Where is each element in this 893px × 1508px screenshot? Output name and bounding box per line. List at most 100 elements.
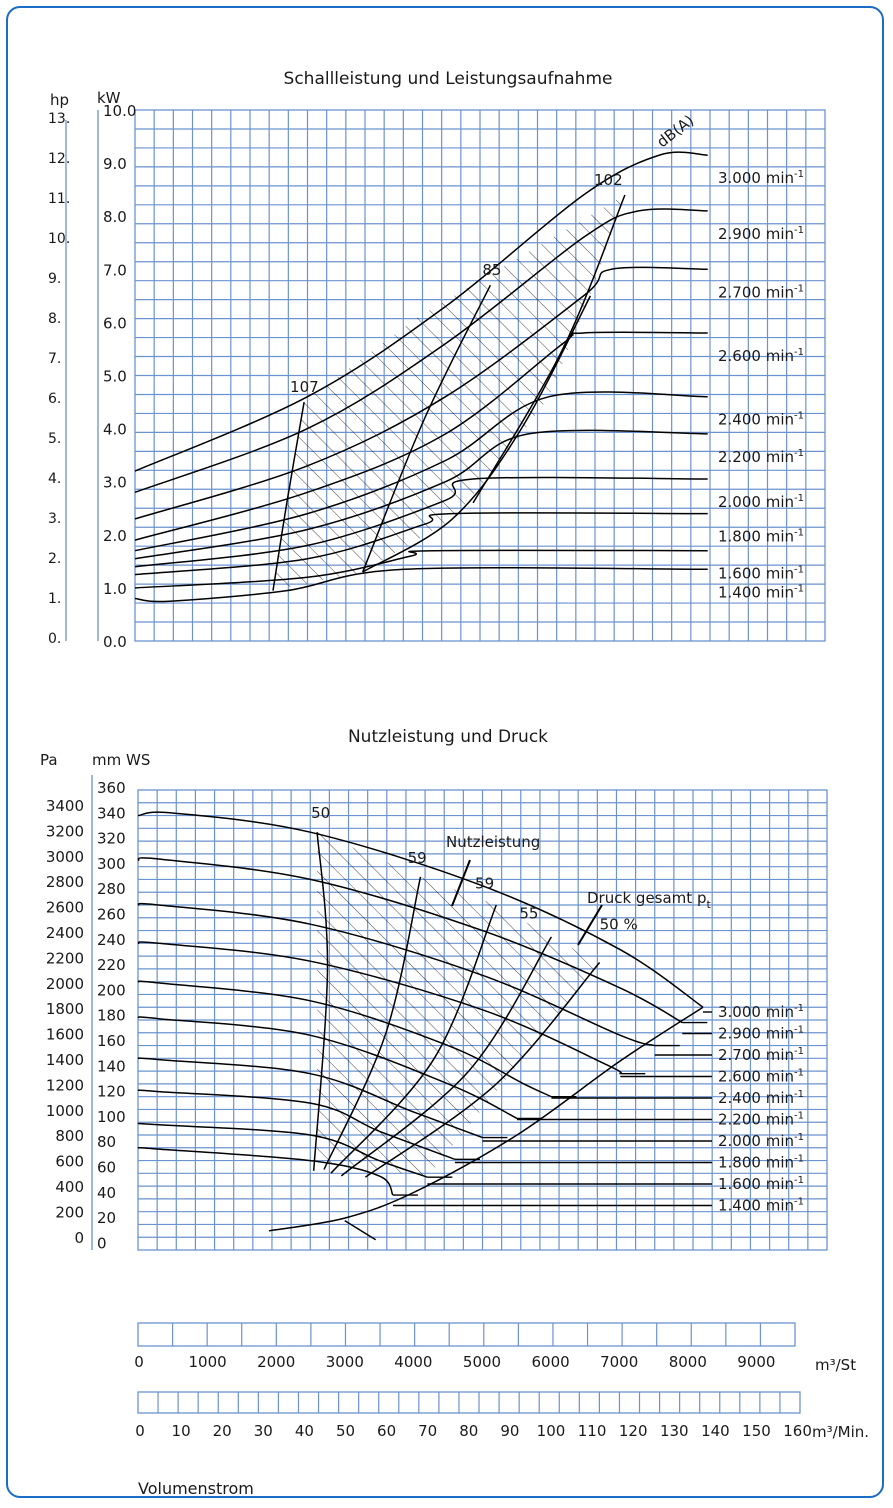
m3min-tick: 80 <box>459 1422 478 1440</box>
chart2-mmws-tick: 140 <box>97 1057 126 1075</box>
chart2-speed-exp: -1 <box>794 1068 804 1079</box>
chart2-mmws-tick: 80 <box>97 1133 116 1151</box>
chart2-efficiency-value: 59 <box>408 849 427 867</box>
chart2-mmws-tick: 200 <box>97 981 126 999</box>
chart2-speed-label: 1.400 min-1 <box>718 1197 804 1215</box>
chart2-pa-tick: 3200 <box>46 822 84 840</box>
chart1-hp-tick: 9. <box>48 271 61 287</box>
chart2-mmws-tick: 120 <box>97 1083 126 1101</box>
chart1-speed-label: 2.600 min-1 <box>718 347 804 365</box>
m3st-axis-bar-border <box>138 1323 795 1346</box>
chart2-mmws-tick: 60 <box>97 1159 116 1177</box>
chart2-speed-label: 2.400 min-1 <box>718 1089 804 1107</box>
chart2-pa-tick: 3400 <box>46 797 84 815</box>
chart2-speed-exp: -1 <box>794 1197 804 1208</box>
chart1-speed-exp: -1 <box>794 493 804 504</box>
chart2-pa-tick: 3000 <box>46 848 84 866</box>
chart2-pa-tick: 200 <box>55 1203 84 1221</box>
chart1-kw-tick: 0.0 <box>103 633 127 651</box>
chart2-speed-exp: -1 <box>794 1046 804 1057</box>
chart2-hatch-region <box>317 832 599 1177</box>
chart2-efficiency-value: 50 % <box>600 915 638 933</box>
m3st-tick: 1000 <box>189 1353 227 1371</box>
chart2-mmws-tick: 260 <box>97 906 126 924</box>
chart1-hp-tick: 12. <box>48 151 70 167</box>
chart2-mmws-tick: 280 <box>97 880 126 898</box>
chart2-speed-label: 2.200 min-1 <box>718 1111 804 1129</box>
chart1-speed-label: 2.700 min-1 <box>718 283 804 301</box>
chart1-speed-exp: -1 <box>794 528 804 539</box>
chart2-mmws-tick: 220 <box>97 956 126 974</box>
chart2-pa-label: Pa <box>40 751 58 769</box>
chart1-kw-tick: 4.0 <box>103 421 127 439</box>
chart2-pa-tick: 0 <box>74 1229 84 1247</box>
chart1-hp-tick: 2. <box>48 551 61 567</box>
chart2-pa-tick: 600 <box>55 1153 84 1171</box>
chart2-title: Nutzleistung und Druck <box>348 727 548 747</box>
chart1-kw-tick: 9.0 <box>103 155 127 173</box>
chart2-mmws-tick: 320 <box>97 830 126 848</box>
chart1-kw-tick: 1.0 <box>103 580 127 598</box>
chart1-speed-label: 1.600 min-1 <box>718 565 804 583</box>
chart2-pa-tick: 2200 <box>46 949 84 967</box>
chart1-speed-label: 2.900 min-1 <box>718 225 804 243</box>
m3st-tick: 4000 <box>394 1353 432 1371</box>
chart2-pa-tick: 2800 <box>46 873 84 891</box>
m3min-tick: 150 <box>742 1422 771 1440</box>
chart2-efficiency-value: 59 <box>475 875 494 893</box>
m3min-axis-bar-border <box>138 1392 800 1413</box>
chart1-hp-tick: 4. <box>48 471 61 487</box>
chart1-kw-tick: 10.0 <box>103 102 136 120</box>
chart1-speed-exp: -1 <box>794 448 804 459</box>
chart1-hp-tick: 6. <box>48 391 61 407</box>
chart2-mmws-tick: 340 <box>97 804 126 822</box>
m3min-tick: 100 <box>537 1422 566 1440</box>
chart1-speed-exp: -1 <box>794 565 804 576</box>
chart2-nutzleistung-label: Nutzleistung <box>446 833 540 851</box>
m3min-tick: 50 <box>336 1422 355 1440</box>
chart1-speed-label: 2.200 min-1 <box>718 448 804 466</box>
m3min-tick: 70 <box>418 1422 437 1440</box>
m3st-axis-label: m³/St <box>815 1356 856 1374</box>
m3st-tick: 7000 <box>600 1353 638 1371</box>
chart1-speed-label: 3.000 min-1 <box>718 169 804 187</box>
m3st-tick: 9000 <box>737 1353 775 1371</box>
chart1-db-value: 102 <box>594 171 623 189</box>
chart1-kw-tick: 7.0 <box>103 261 127 279</box>
m3st-tick: 2000 <box>257 1353 295 1371</box>
chart2-mmws-tick: 300 <box>97 855 126 873</box>
m3min-axis-bar <box>138 1392 800 1413</box>
chart2-pa-tick: 2600 <box>46 899 84 917</box>
chart1-speed-exp: -1 <box>794 583 804 594</box>
chart1-db-value: 85 <box>482 261 501 279</box>
chart2-speed-exp: -1 <box>794 1175 804 1186</box>
m3st-tick: 3000 <box>326 1353 364 1371</box>
chart2-pa-tick: 1000 <box>46 1102 84 1120</box>
m3min-axis-label: m³/Min. <box>812 1423 869 1441</box>
m3st-tick: 0 <box>134 1353 144 1371</box>
chart1-hp-tick: 8. <box>48 311 61 327</box>
chart2-efficiency-value: 50 <box>311 804 330 822</box>
chart1-speed-label: 1.800 min-1 <box>718 528 804 546</box>
m3min-tick: 130 <box>660 1422 689 1440</box>
chart1-hp-tick: 0. <box>48 631 61 647</box>
m3min-tick: 90 <box>500 1422 519 1440</box>
chart1-title: Schallleistung und Leistungsaufnahme <box>284 69 613 89</box>
m3st-tick: 5000 <box>463 1353 501 1371</box>
chart1-hp-tick: 7. <box>48 351 61 367</box>
chart2-speed-exp: -1 <box>794 1132 804 1143</box>
chart1-speed-label: 2.000 min-1 <box>718 493 804 511</box>
chart1-speed-exp: -1 <box>794 169 804 180</box>
chart2-druck-pointer <box>578 905 602 945</box>
chart2-mmws-tick: 40 <box>97 1184 116 1202</box>
chart2-speed-exp: -1 <box>794 1089 804 1100</box>
chart2-mmws-tick: 20 <box>97 1209 116 1227</box>
chart2-speed-exp: -1 <box>794 1025 804 1036</box>
chart2-pa-tick: 1600 <box>46 1026 84 1044</box>
m3min-tick: 10 <box>172 1422 191 1440</box>
chart1-kw-tick: 5.0 <box>103 368 127 386</box>
chart1-hp-tick: 3. <box>48 511 61 527</box>
chart1-speed-exp: -1 <box>794 283 804 294</box>
chart1-kw-tick: 2.0 <box>103 527 127 545</box>
m3min-tick: 40 <box>295 1422 314 1440</box>
